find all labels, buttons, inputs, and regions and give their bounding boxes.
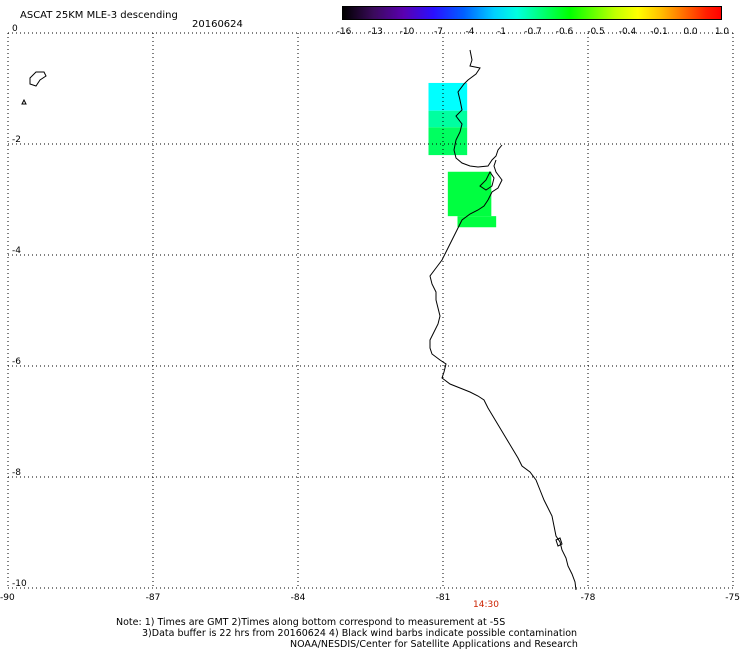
time-label: 14:30 (473, 600, 499, 610)
colorbar-tick-label: -0.1 (650, 27, 668, 37)
y-tick-label: -4 (12, 246, 21, 256)
coastline-galapagos (21, 71, 47, 105)
colorbar-tick-label: -0.7 (524, 27, 542, 37)
grid-lines (7, 32, 734, 589)
x-tick-label: -78 (581, 593, 596, 603)
x-tick-label: -84 (291, 593, 306, 603)
wind-cell-4 (457, 216, 497, 228)
coastline-small-island (555, 537, 563, 547)
x-tick-label: -90 (0, 593, 15, 603)
x-tick-label: -81 (436, 593, 451, 603)
coastline-mainland (429, 49, 577, 591)
y-tick-label: -6 (12, 357, 21, 367)
colorbar-tick-label: -16 (336, 27, 352, 37)
colorbar-tick-label: -0.4 (618, 27, 637, 37)
y-tick-label: -8 (12, 468, 21, 478)
colorbar-tick-label: -13 (368, 27, 383, 37)
wind-cell-2 (428, 127, 468, 156)
y-tick-label: -2 (12, 135, 21, 145)
y-tick-label: 0 (12, 24, 18, 34)
x-tick-label: -75 (725, 593, 740, 603)
colorbar-tick-label: -4 (465, 27, 475, 37)
note-line-1: Note: 1) Times are GMT 2)Times along bot… (116, 617, 506, 628)
colorbar-tick-label: -7 (434, 27, 443, 37)
coastline-gulf-island (479, 171, 495, 191)
colorbar-tick-label: 0.0 (683, 27, 698, 37)
colorbar-labels: -16 -13 -10 -7 -4 -1 -0.7 -0.6 -0.5 -0.4 -0.1 0.0 1.… (336, 27, 730, 39)
note-line-3: NOAA/NESDIS/Center for Satellite Applica… (290, 639, 578, 650)
colorbar (342, 6, 722, 20)
colorbar-gradient (342, 6, 722, 20)
wind-cell-3 (447, 171, 492, 217)
axis-labels: -90 -87 -84 -81 -78 -75 0 -2 -4 -6 -8 -10 14:30 (0, 24, 740, 610)
x-tick-label: -87 (146, 593, 161, 603)
colorbar-tick-label: -1 (497, 27, 506, 37)
wind-cells (428, 82, 497, 228)
map-date: 20160624 (192, 19, 243, 30)
colorbar-tick-label: 1.0 (714, 27, 730, 37)
colorbar-tick-label: -0.6 (555, 27, 574, 37)
colorbar-tick-label: -10 (399, 27, 415, 37)
coastline (21, 49, 577, 591)
note-line-2: 3)Data buffer is 22 hrs from 20160624 4)… (142, 628, 578, 639)
y-tick-label: -10 (12, 579, 27, 589)
colorbar-tick-label: -0.5 (587, 27, 605, 37)
map-title: ASCAT 25KM MLE-3 descending (20, 10, 178, 21)
